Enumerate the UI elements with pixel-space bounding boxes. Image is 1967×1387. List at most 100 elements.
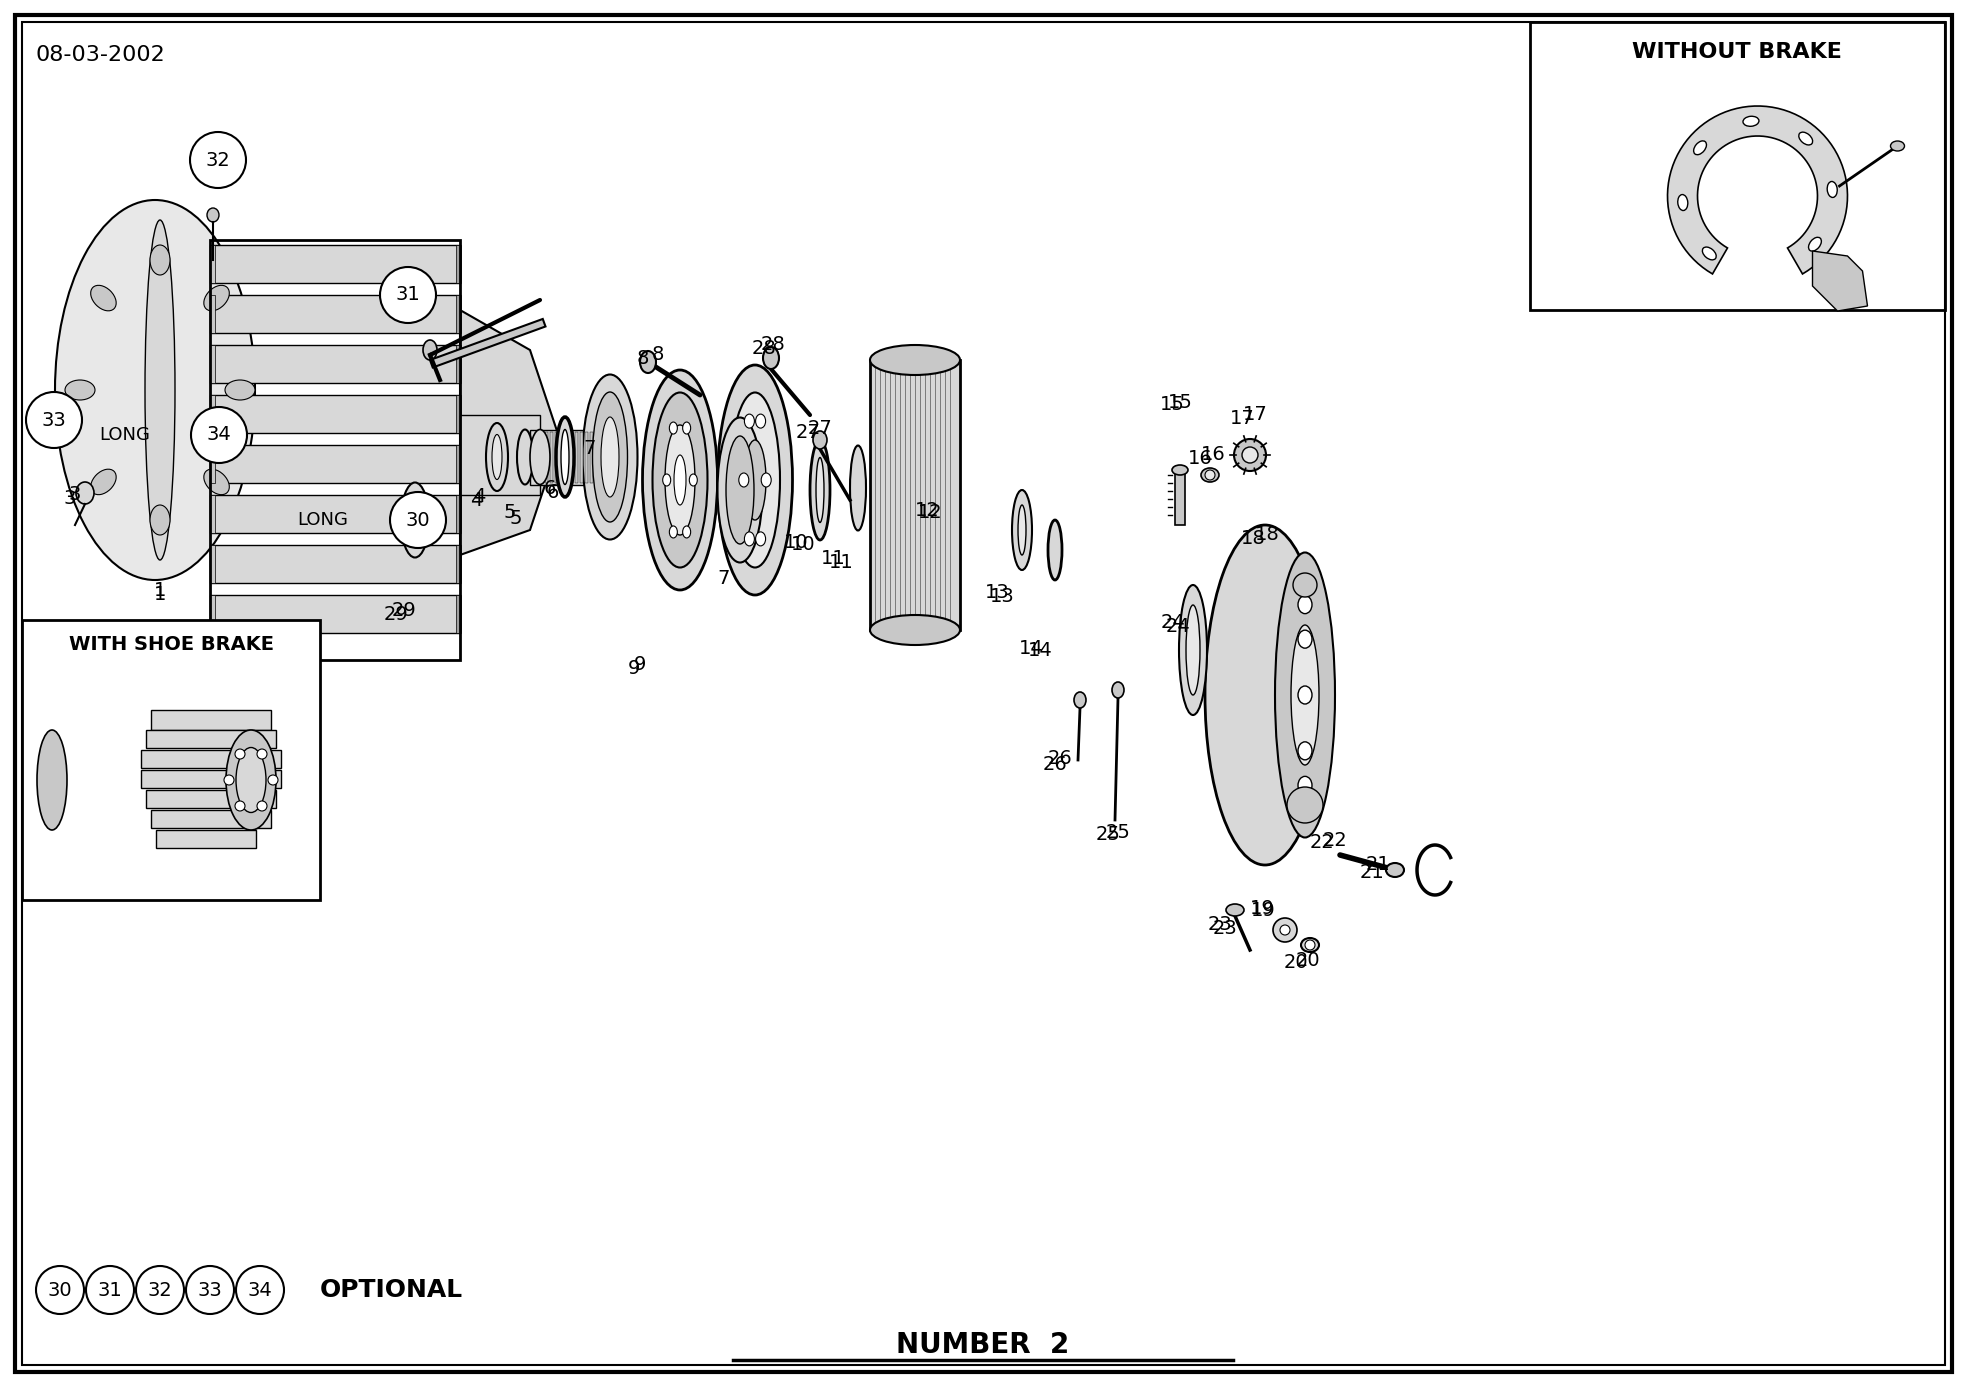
Polygon shape [210, 495, 214, 533]
Text: WITH SHOE BRAKE: WITH SHOE BRAKE [69, 635, 273, 655]
Bar [1174, 470, 1184, 526]
Circle shape [1281, 925, 1290, 935]
Polygon shape [1812, 251, 1867, 311]
Ellipse shape [486, 423, 507, 491]
Bar [1530, 22, 1945, 311]
Text: 34: 34 [248, 1280, 271, 1300]
Ellipse shape [224, 380, 256, 399]
Circle shape [187, 1266, 234, 1313]
Ellipse shape [236, 748, 266, 813]
Text: 33: 33 [41, 411, 67, 430]
Ellipse shape [1300, 938, 1320, 951]
Polygon shape [460, 311, 561, 555]
Ellipse shape [1387, 863, 1404, 877]
Bar [210, 245, 460, 283]
Polygon shape [210, 395, 214, 433]
Circle shape [1304, 940, 1316, 950]
Ellipse shape [744, 440, 765, 520]
Ellipse shape [1048, 520, 1062, 580]
Text: 4: 4 [472, 487, 486, 506]
Bar [869, 361, 960, 630]
Bar [142, 750, 281, 768]
Bar [210, 240, 460, 660]
Bar [431, 319, 545, 368]
Text: 34: 34 [207, 426, 232, 444]
Ellipse shape [1290, 626, 1320, 766]
Text: 31: 31 [98, 1280, 122, 1300]
Ellipse shape [669, 422, 677, 434]
Bar [594, 431, 598, 483]
Ellipse shape [869, 345, 960, 374]
Bar [561, 431, 563, 483]
Ellipse shape [1011, 490, 1033, 570]
Text: 10: 10 [791, 535, 814, 555]
Circle shape [234, 749, 246, 759]
Text: 7: 7 [584, 438, 596, 458]
Polygon shape [456, 445, 460, 483]
Ellipse shape [37, 730, 67, 829]
Text: 8: 8 [637, 348, 649, 368]
Text: NUMBER  2: NUMBER 2 [897, 1332, 1070, 1359]
Ellipse shape [755, 531, 765, 546]
Circle shape [1273, 918, 1296, 942]
Bar [551, 431, 553, 483]
Ellipse shape [1678, 194, 1688, 211]
Text: 7: 7 [718, 569, 730, 588]
Text: 9: 9 [633, 655, 647, 674]
Polygon shape [210, 295, 214, 333]
Text: 9: 9 [627, 659, 639, 677]
Text: OPTIONAL: OPTIONAL [321, 1277, 462, 1302]
Ellipse shape [1186, 605, 1200, 695]
Polygon shape [210, 245, 214, 283]
Ellipse shape [55, 200, 256, 580]
Ellipse shape [77, 483, 94, 503]
Polygon shape [210, 445, 214, 483]
Text: 23: 23 [1212, 918, 1237, 938]
Ellipse shape [1743, 117, 1758, 126]
Bar [210, 545, 460, 583]
Ellipse shape [663, 474, 671, 485]
Text: 6: 6 [543, 479, 557, 498]
Circle shape [1233, 440, 1267, 472]
Text: LONG: LONG [297, 510, 348, 528]
Circle shape [1286, 786, 1324, 822]
Text: 23: 23 [1208, 915, 1231, 935]
Polygon shape [1668, 105, 1847, 275]
Bar [580, 431, 582, 483]
Text: 11: 11 [828, 553, 854, 573]
Bar [151, 710, 271, 730]
Text: 13: 13 [989, 588, 1015, 606]
Ellipse shape [205, 286, 230, 311]
Ellipse shape [423, 340, 437, 361]
Ellipse shape [1798, 132, 1814, 146]
Text: 33: 33 [197, 1280, 222, 1300]
Text: 22: 22 [1322, 831, 1347, 849]
Circle shape [389, 492, 447, 548]
Ellipse shape [90, 286, 116, 311]
Text: 5: 5 [509, 509, 523, 527]
Ellipse shape [683, 526, 690, 538]
Text: 21: 21 [1365, 856, 1391, 874]
Ellipse shape [1172, 465, 1188, 474]
Ellipse shape [688, 474, 696, 485]
Text: 16: 16 [1200, 445, 1225, 465]
Ellipse shape [726, 436, 753, 544]
Polygon shape [210, 545, 214, 583]
Ellipse shape [1225, 904, 1243, 915]
Text: 14: 14 [1027, 641, 1052, 659]
Ellipse shape [226, 730, 275, 829]
Ellipse shape [1178, 585, 1208, 716]
Bar [22, 620, 321, 900]
Bar [151, 810, 271, 828]
Bar [155, 829, 256, 847]
Bar [210, 495, 460, 533]
Ellipse shape [1298, 687, 1312, 705]
Ellipse shape [492, 434, 502, 480]
Bar [565, 431, 568, 483]
Text: 15: 15 [1161, 395, 1184, 415]
Circle shape [236, 1266, 283, 1313]
Ellipse shape [557, 417, 574, 497]
Bar [460, 415, 541, 495]
Text: LONG: LONG [98, 426, 149, 444]
Bar [570, 431, 572, 483]
